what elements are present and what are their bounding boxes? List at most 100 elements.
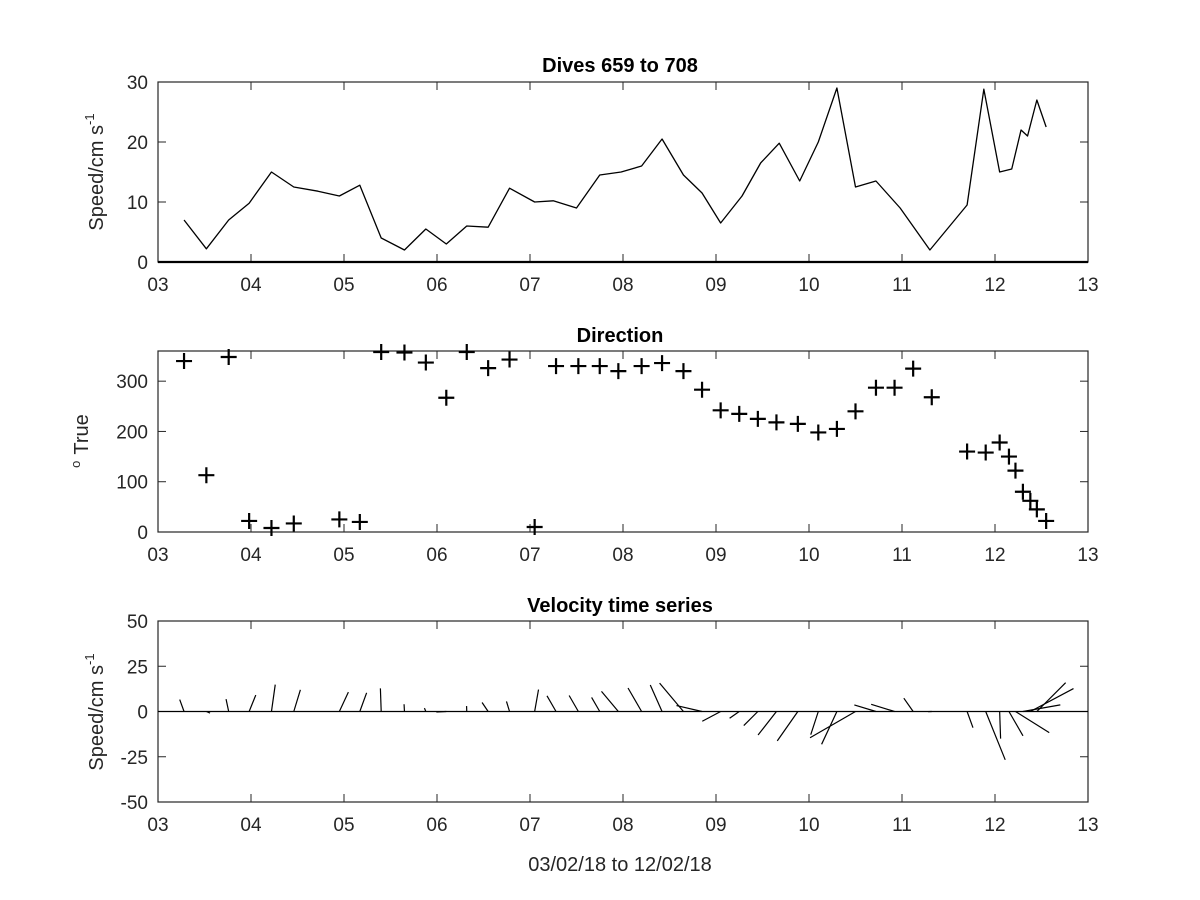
direction-marker <box>712 402 729 419</box>
velocity-vector <box>359 692 368 712</box>
direction-marker <box>351 513 368 530</box>
direction-marker <box>828 420 845 437</box>
direction-marker <box>977 444 994 461</box>
x-tick-label: 04 <box>240 545 262 566</box>
velocity-vector <box>293 689 301 712</box>
x-tick-label: 10 <box>798 545 819 566</box>
direction-panel: Direction o True 03 04 05 06 07 08 09 10 11 12 13 0 1… <box>68 325 1099 566</box>
x-tick-label: 03 <box>147 545 168 566</box>
direction-marker <box>654 355 671 372</box>
velocity-vector <box>649 684 663 712</box>
y-tick-label: 50 <box>127 612 148 633</box>
velocity-vector <box>809 710 856 739</box>
velocity-vector <box>701 710 721 722</box>
direction-marker <box>417 354 434 371</box>
speed-panel-title: Dives 659 to 708 <box>542 55 698 77</box>
y-tick-label: 100 <box>116 473 148 494</box>
direction-marker <box>1007 462 1024 479</box>
direction-marker <box>731 405 748 422</box>
velocity-vector <box>225 698 230 712</box>
velocity-vector <box>270 684 276 712</box>
x-tick-label: 13 <box>1077 275 1098 296</box>
x-tick-label: 07 <box>519 545 540 566</box>
direction-marker <box>396 344 413 361</box>
velocity-vector <box>505 701 511 712</box>
direction-marker <box>1000 448 1017 465</box>
x-tick-label: 03 <box>147 275 168 296</box>
velocity-vector <box>821 711 838 745</box>
direction-marker <box>867 379 884 396</box>
direction-marker <box>570 358 587 375</box>
direction-marker <box>694 381 711 398</box>
velocity-panel-xlabel: 03/02/18 to 12/02/18 <box>528 854 712 876</box>
x-tick-label: 12 <box>984 815 1005 836</box>
velocity-panel-ylabel-sup: -1 <box>82 653 97 665</box>
x-tick-label: 09 <box>705 815 726 836</box>
direction-marker <box>331 511 348 528</box>
velocity-vector <box>601 691 619 712</box>
x-tick-label: 11 <box>892 275 912 296</box>
speed-line <box>183 87 1047 251</box>
velocity-vector <box>591 697 601 712</box>
x-tick-label: 12 <box>984 545 1005 566</box>
x-tick-label: 13 <box>1077 545 1098 566</box>
x-tick-label: 09 <box>705 275 726 296</box>
y-tick-label: 0 <box>137 253 148 274</box>
velocity-vector <box>729 711 740 719</box>
direction-marker <box>923 389 940 406</box>
x-tick-label: 04 <box>240 815 262 836</box>
direction-marker <box>263 519 280 536</box>
direction-marker <box>633 358 650 375</box>
velocity-vector <box>534 689 540 712</box>
direction-marker <box>438 389 455 406</box>
direction-marker <box>991 434 1008 451</box>
velocity-panel: Velocity time series Speed/cm s-1 03/02/… <box>82 595 1099 876</box>
direction-marker <box>905 360 922 377</box>
velocity-vector <box>743 711 759 727</box>
direction-marker <box>548 358 565 375</box>
x-tick-label: 03 <box>147 815 168 836</box>
y-tick-label: 30 <box>127 73 148 94</box>
speed-panel-ylabel-sup: -1 <box>82 113 97 125</box>
y-tick-label: 0 <box>137 703 148 724</box>
velocity-vector <box>810 711 819 735</box>
velocity-vector <box>206 710 211 714</box>
direction-marker <box>675 363 692 380</box>
direction-marker <box>749 410 766 427</box>
velocity-vector <box>179 699 185 712</box>
velocity-vector <box>999 711 1002 739</box>
speed-panel-ylabel: Speed/cm s-1 <box>82 113 108 230</box>
direction-marker <box>768 414 785 431</box>
direction-marker <box>526 518 543 535</box>
y-tick-label: 25 <box>127 657 148 678</box>
direction-marker <box>220 349 237 366</box>
direction-marker <box>480 360 497 377</box>
x-tick-label: 05 <box>333 275 354 296</box>
direction-marker <box>847 403 864 420</box>
velocity-vector <box>985 711 1006 761</box>
direction-marker <box>241 512 258 529</box>
velocity-panel-ylabel: Speed/cm s-1 <box>82 653 108 770</box>
velocity-vector <box>338 691 349 712</box>
velocity-vector <box>481 702 489 712</box>
x-tick-label: 07 <box>519 275 540 296</box>
x-tick-label: 11 <box>892 545 912 566</box>
velocity-vector <box>966 711 974 728</box>
direction-marker <box>810 424 827 441</box>
velocity-vector <box>436 710 447 713</box>
velocity-vector <box>248 694 257 712</box>
direction-marker <box>1022 492 1039 509</box>
direction-marker <box>501 351 518 368</box>
x-tick-label: 06 <box>426 275 447 296</box>
direction-panel-ylabel: o True <box>68 414 93 468</box>
velocity-vector <box>903 697 914 712</box>
x-tick-label: 12 <box>984 275 1005 296</box>
direction-marker <box>591 358 608 375</box>
velocity-vector <box>871 703 895 713</box>
x-tick-label: 10 <box>798 275 819 296</box>
x-tick-label: 08 <box>612 545 633 566</box>
direction-marker <box>176 353 193 370</box>
direction-marker <box>1038 512 1055 529</box>
velocity-vector <box>676 705 703 713</box>
